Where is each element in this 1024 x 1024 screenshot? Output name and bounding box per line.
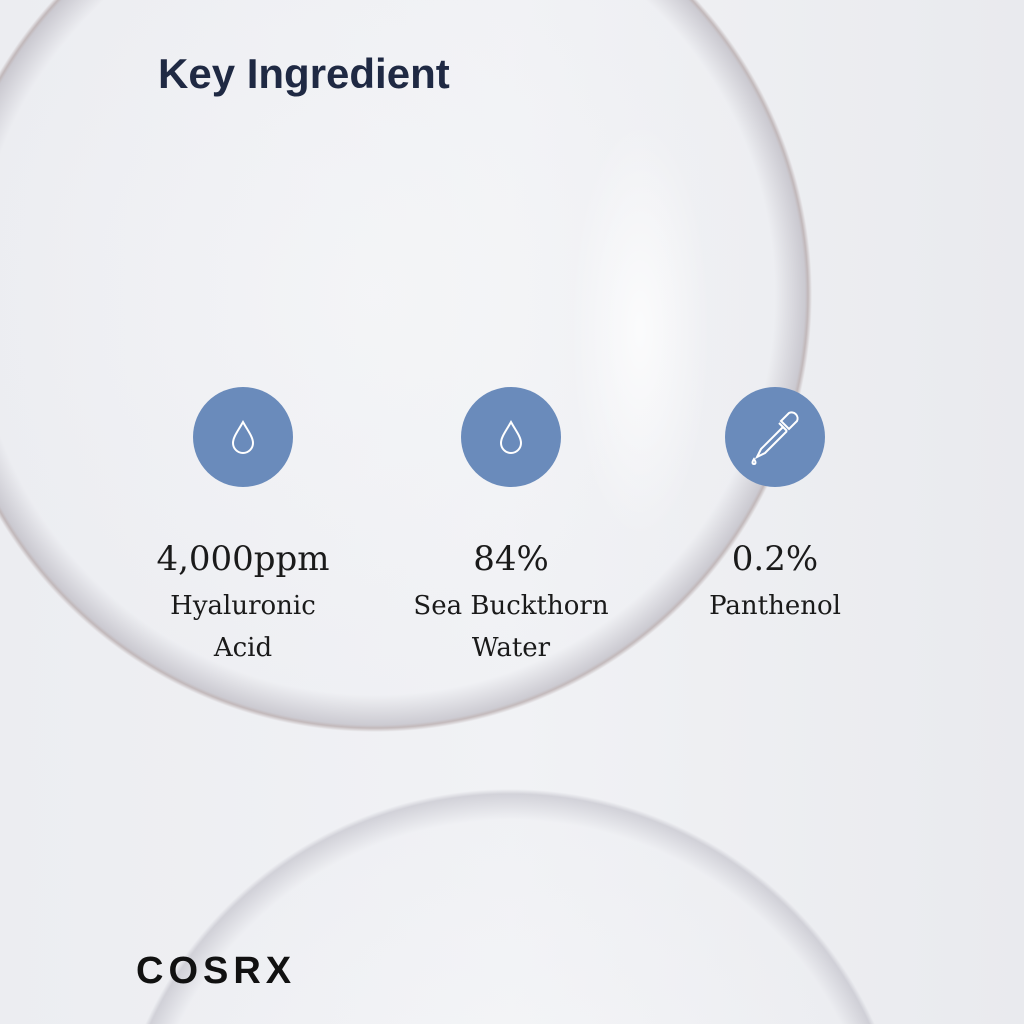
ingredient-name: Sea Buckthorn Water [413,591,609,663]
water-drop-icon [461,387,561,487]
ingredient-name: Hyaluronic Acid [170,591,316,663]
ingredient-value: 4,000ppm [156,539,330,579]
dropper-icon [725,387,825,487]
water-drop-icon [193,387,293,487]
brand-logo: COSRX [136,950,297,992]
ingredient-panthenol: 0.2% Panthenol [625,387,925,627]
ingredient-value: 84% [473,539,549,579]
ingredient-value: 0.2% [731,539,819,579]
page-title: Key Ingredient [158,50,450,97]
ingredient-name: Panthenol [709,591,841,621]
ingredient-sea-buckthorn-water: 84% Sea Buckthorn Water [361,387,661,669]
ingredient-hyaluronic-acid: 4,000ppm Hyaluronic Acid [93,387,393,669]
